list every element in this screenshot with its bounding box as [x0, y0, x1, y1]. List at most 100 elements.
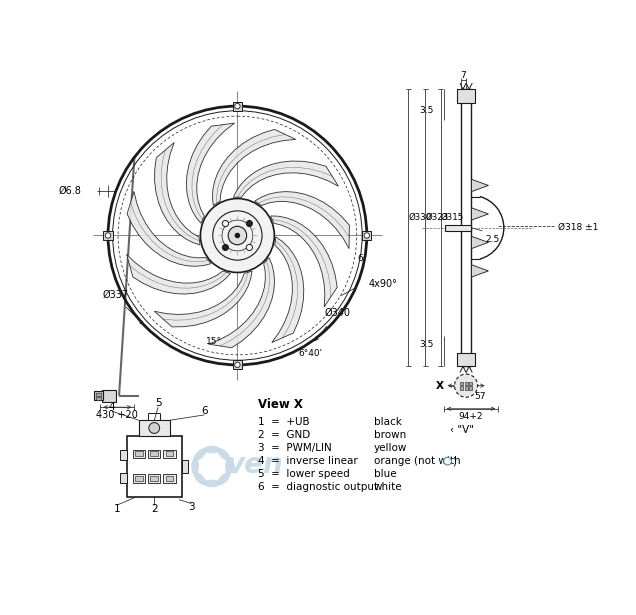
Ellipse shape [218, 448, 230, 461]
Text: Ø330: Ø330 [408, 213, 432, 221]
Polygon shape [155, 271, 252, 327]
Text: 2  =  GND: 2 = GND [258, 430, 310, 440]
Text: 4x90°: 4x90° [368, 279, 398, 289]
Bar [120, 474, 127, 483]
Text: ): ) [452, 456, 456, 466]
Bar [102, 389, 116, 402]
Circle shape [246, 244, 252, 250]
Bar [464, 386, 467, 389]
Polygon shape [155, 143, 200, 245]
Text: 1  =  +UB: 1 = +UB [258, 417, 310, 427]
Circle shape [364, 233, 370, 238]
Ellipse shape [191, 458, 199, 475]
Text: orange (not with: orange (not with [374, 456, 464, 466]
Circle shape [455, 374, 478, 397]
Text: 1: 1 [114, 504, 121, 514]
Circle shape [228, 226, 247, 245]
Text: ‹ "V": ‹ "V" [450, 426, 474, 435]
Bar [460, 386, 463, 389]
Text: 6°40': 6°40' [298, 349, 322, 358]
Text: 2.5: 2.5 [485, 235, 500, 244]
Ellipse shape [193, 448, 207, 461]
FancyBboxPatch shape [362, 231, 371, 240]
Polygon shape [254, 192, 349, 248]
Text: View X: View X [258, 399, 303, 411]
Polygon shape [272, 237, 304, 343]
Text: 6: 6 [357, 254, 364, 263]
Bar [469, 386, 473, 389]
Polygon shape [471, 208, 488, 220]
Ellipse shape [225, 458, 233, 475]
Text: Ø315: Ø315 [441, 213, 464, 221]
Bar [133, 450, 145, 458]
Text: 6: 6 [201, 406, 207, 416]
Text: Ø6.8: Ø6.8 [59, 186, 81, 196]
Text: yellow: yellow [374, 443, 407, 453]
Bar [135, 451, 142, 456]
Text: 3  =  PWM/LIN: 3 = PWM/LIN [258, 443, 332, 453]
Circle shape [223, 244, 228, 250]
Bar [469, 382, 473, 385]
Text: 15°: 15° [206, 337, 223, 346]
Text: 94+2: 94+2 [459, 412, 483, 421]
Bar [166, 476, 174, 481]
Circle shape [223, 220, 228, 226]
Bar [133, 474, 145, 483]
Circle shape [223, 245, 227, 250]
Text: Ø337: Ø337 [102, 290, 128, 300]
FancyBboxPatch shape [233, 101, 242, 111]
Bar [120, 450, 127, 459]
Text: Ø323: Ø323 [425, 213, 448, 221]
Bar [163, 450, 176, 458]
Circle shape [235, 103, 240, 109]
Ellipse shape [193, 472, 207, 485]
Bar [139, 420, 170, 435]
Polygon shape [209, 258, 275, 347]
Text: Ø340: Ø340 [324, 308, 350, 317]
Bar [97, 394, 101, 395]
Text: X: X [436, 381, 444, 391]
Text: 1: 1 [445, 456, 450, 466]
Circle shape [444, 458, 452, 465]
Polygon shape [233, 161, 338, 197]
Bar [94, 391, 104, 400]
Polygon shape [471, 180, 488, 192]
Ellipse shape [204, 446, 221, 453]
Bar [457, 89, 475, 103]
Text: 3: 3 [188, 502, 195, 512]
Bar [460, 89, 471, 367]
Text: 3.5: 3.5 [419, 340, 434, 349]
Circle shape [200, 199, 274, 272]
Bar [135, 476, 142, 481]
Circle shape [235, 362, 240, 368]
Circle shape [246, 220, 252, 226]
Bar [148, 474, 160, 483]
Polygon shape [471, 265, 488, 277]
Text: 6  =  diagnostic output: 6 = diagnostic output [258, 482, 378, 492]
Text: white: white [374, 482, 403, 492]
Polygon shape [127, 255, 230, 294]
Bar [445, 224, 471, 231]
Bar [163, 474, 176, 483]
Bar [148, 450, 160, 458]
Bar [182, 461, 188, 473]
Circle shape [106, 233, 111, 238]
Polygon shape [127, 191, 211, 266]
Text: blue: blue [374, 469, 396, 479]
Text: ven: ven [226, 451, 282, 479]
Bar [97, 397, 101, 400]
FancyBboxPatch shape [233, 360, 242, 370]
Text: 3.5: 3.5 [419, 106, 434, 115]
Bar [457, 352, 475, 367]
Text: 4  =  inverse linear: 4 = inverse linear [258, 456, 358, 466]
Polygon shape [471, 236, 488, 248]
Text: black: black [374, 417, 401, 427]
Text: 57: 57 [474, 392, 486, 401]
Polygon shape [212, 129, 296, 205]
Circle shape [247, 221, 251, 226]
Bar [150, 451, 158, 456]
Bar [460, 382, 463, 385]
Circle shape [235, 234, 239, 237]
Circle shape [149, 423, 160, 434]
Text: 7: 7 [460, 71, 466, 80]
